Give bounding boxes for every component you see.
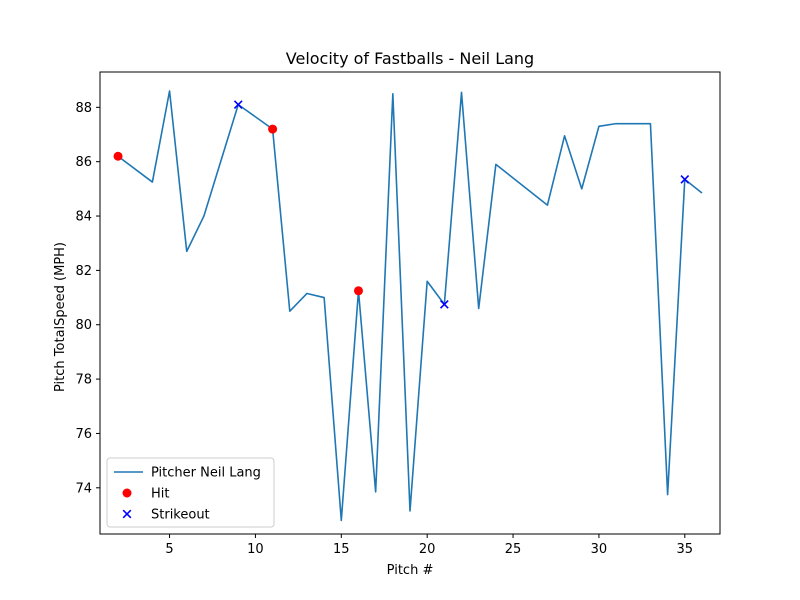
legend-item: Strikeout (122, 508, 210, 523)
y-tick-label: 84 (75, 210, 92, 225)
x-tick-label: 25 (505, 542, 522, 557)
y-tick-label: 78 (75, 373, 92, 388)
y-tick-label: 74 (75, 481, 92, 496)
legend-label: Hit (151, 487, 169, 502)
x-tick-label: 5 (165, 542, 173, 557)
series-line-pitcher (117, 90, 703, 522)
strikeout-point (233, 100, 243, 109)
strikeout-point (680, 174, 690, 184)
y-axis-label: Pitch TotalSpeed (MPH) (53, 242, 68, 392)
chart-title: Velocity of Fastballs - Neil Lang (286, 49, 534, 68)
axes-frame (99, 71, 721, 535)
legend-x-swatch (122, 509, 132, 519)
y-axis: 74 76 78 80 82 84 86 88 (75, 101, 100, 496)
legend: Pitcher Neil Lang Hit Strikeout (106, 457, 275, 528)
strikeout-point (439, 299, 449, 309)
x-tick-label: 30 (591, 542, 608, 557)
legend-circle-swatch (122, 488, 132, 498)
y-tick-label: 88 (75, 101, 92, 116)
hit-point (113, 151, 123, 161)
y-tick-label: 76 (75, 427, 92, 442)
plot-area (99, 71, 721, 535)
x-axis: 5 10 15 20 25 30 35 (165, 534, 693, 557)
legend-box (106, 457, 275, 528)
hit-point (268, 124, 278, 134)
y-tick-label: 80 (75, 318, 92, 333)
y-tick-label: 82 (75, 264, 92, 279)
x-tick-label: 15 (333, 542, 350, 557)
legend-label: Strikeout (151, 508, 210, 523)
hit-point (353, 286, 363, 296)
x-tick-label: 10 (247, 542, 264, 557)
x-axis-label: Pitch # (387, 563, 434, 578)
y-tick-label: 86 (75, 155, 92, 170)
legend-item: Pitcher Neil Lang (114, 466, 261, 481)
legend-item: Hit (122, 487, 169, 502)
legend-label: Pitcher Neil Lang (151, 466, 261, 481)
x-tick-label: 20 (419, 542, 436, 557)
x-tick-label: 35 (677, 542, 694, 557)
